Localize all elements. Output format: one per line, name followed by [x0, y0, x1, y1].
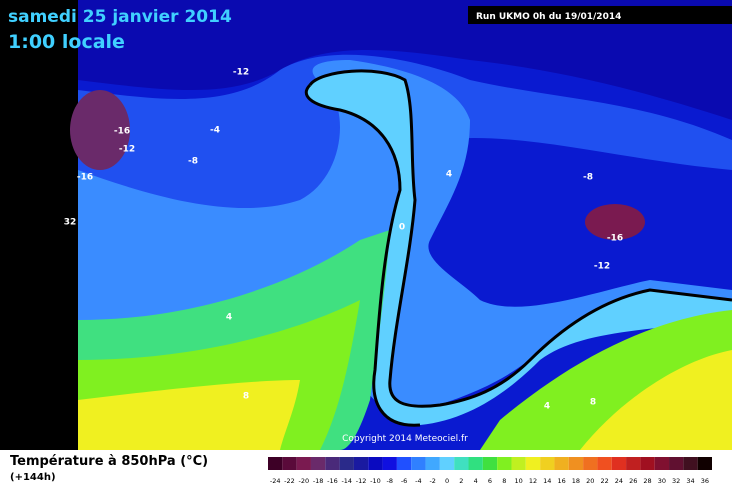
left-strip [0, 0, 78, 450]
scale-label: -16 [327, 477, 338, 485]
scale-label: 20 [586, 477, 594, 485]
scale-swatch [640, 457, 655, 470]
scale-swatch [268, 457, 283, 470]
scale-label: -24 [270, 477, 281, 485]
scale-swatch [411, 457, 426, 470]
contour-label: 8 [243, 392, 249, 402]
scale-swatch [540, 457, 555, 470]
scale-label: 18 [572, 477, 580, 485]
scale-swatch [697, 457, 712, 470]
scale-label: 2 [459, 477, 463, 485]
scale-label: 24 [615, 477, 623, 485]
run: Run UKMO 0h du 19/01/2014 [476, 12, 621, 22]
scale-label: -18 [313, 477, 324, 485]
contour-label: -8 [188, 157, 198, 167]
contour-label: 8 [590, 398, 596, 408]
scale-label: 14 [543, 477, 551, 485]
legend-lead: (+144h) [10, 472, 56, 483]
contour-label: 4 [226, 313, 232, 323]
color-scale: -24 -22 -20 -18 -16 -14 -12 -10 -8 -6 -4 -2 0 2 4 6 8 10 1… [268, 457, 712, 485]
scale-label: 28 [643, 477, 651, 485]
scale-label: -10 [370, 477, 381, 485]
scale-swatch [611, 457, 627, 470]
date: samedi 25 janvier 2014 [8, 7, 232, 27]
scale-label: 10 [515, 477, 523, 485]
scale-swatch [482, 457, 498, 470]
scale-swatch [325, 457, 340, 470]
legend-title: Température à 850hPa (°C) [10, 454, 208, 469]
scale-label: 4 [474, 477, 478, 485]
contour-label: -12 [233, 68, 249, 78]
scale-label: 8 [502, 477, 506, 485]
scale-swatch [583, 457, 598, 470]
scale-label: -20 [298, 477, 309, 485]
cold-north [78, 0, 732, 120]
scale-swatch [669, 457, 684, 470]
cold-core-east [585, 204, 645, 240]
scale-swatch [525, 457, 541, 470]
scale-swatch [310, 457, 326, 470]
scale-swatch [683, 457, 698, 470]
scale-label: -8 [386, 477, 392, 485]
scale-swatch [425, 457, 440, 470]
scale-label: 16 [557, 477, 565, 485]
zero-isotherm-west [304, 83, 421, 427]
scale-label: 22 [600, 477, 608, 485]
scale-swatch [568, 457, 584, 470]
contour-label: -16 [114, 127, 130, 137]
scale-swatch [353, 457, 369, 470]
scale-label: -12 [356, 477, 367, 485]
time: 1:00 locale [8, 31, 125, 53]
scale-swatch [396, 457, 412, 470]
scale-label: -14 [341, 477, 352, 485]
scale-swatch [468, 457, 483, 470]
yellow-zone [78, 380, 300, 450]
contour-label: 4 [446, 170, 452, 180]
scale-label: 36 [701, 477, 709, 485]
scale-label: -22 [284, 477, 295, 485]
scale-swatch [382, 457, 397, 470]
scale-label: 6 [488, 477, 492, 485]
contour-label: -12 [594, 262, 610, 272]
contour-label: 32 [64, 218, 77, 228]
scale-swatch [497, 457, 512, 470]
scale-swatch [597, 457, 612, 470]
zero-isotherm [308, 69, 732, 408]
scale-swatch [511, 457, 526, 470]
contour-label: -16 [607, 234, 623, 244]
contour-label: 4 [544, 402, 550, 412]
contour-label: -4 [210, 126, 220, 136]
copyright: Copyright 2014 Meteociel.fr [342, 434, 468, 444]
scale-swatch [339, 457, 354, 470]
map: -12 -16 -12 -4 -8 -16 32 0 4 -8 -16 -12 … [64, 0, 732, 450]
scale-label: -6 [401, 477, 407, 485]
scale-label: 26 [629, 477, 637, 485]
scale-label: 12 [529, 477, 537, 485]
scale-label: 0 [445, 477, 449, 485]
scale-swatch [368, 457, 383, 470]
scale-swatch [296, 457, 311, 470]
scale-label: 34 [686, 477, 694, 485]
scale-label: 30 [658, 477, 666, 485]
scale-label: -2 [429, 477, 435, 485]
contour-label: 0 [399, 223, 405, 233]
contour-label: -16 [77, 173, 93, 183]
cold-core-west [70, 90, 130, 170]
scale-swatch [626, 457, 641, 470]
scale-swatch [654, 457, 670, 470]
scale-label: -4 [415, 477, 421, 485]
scale-label: 32 [672, 477, 680, 485]
scale-swatch [454, 457, 469, 470]
scale-swatch [282, 457, 297, 470]
scale-swatch [439, 457, 455, 470]
run-box [468, 6, 732, 24]
contour-label: -8 [583, 173, 593, 183]
scale-swatch [554, 457, 569, 470]
southeast-yellow [580, 350, 732, 450]
cyan-tongue [306, 70, 732, 426]
contour-label: -12 [119, 145, 135, 155]
